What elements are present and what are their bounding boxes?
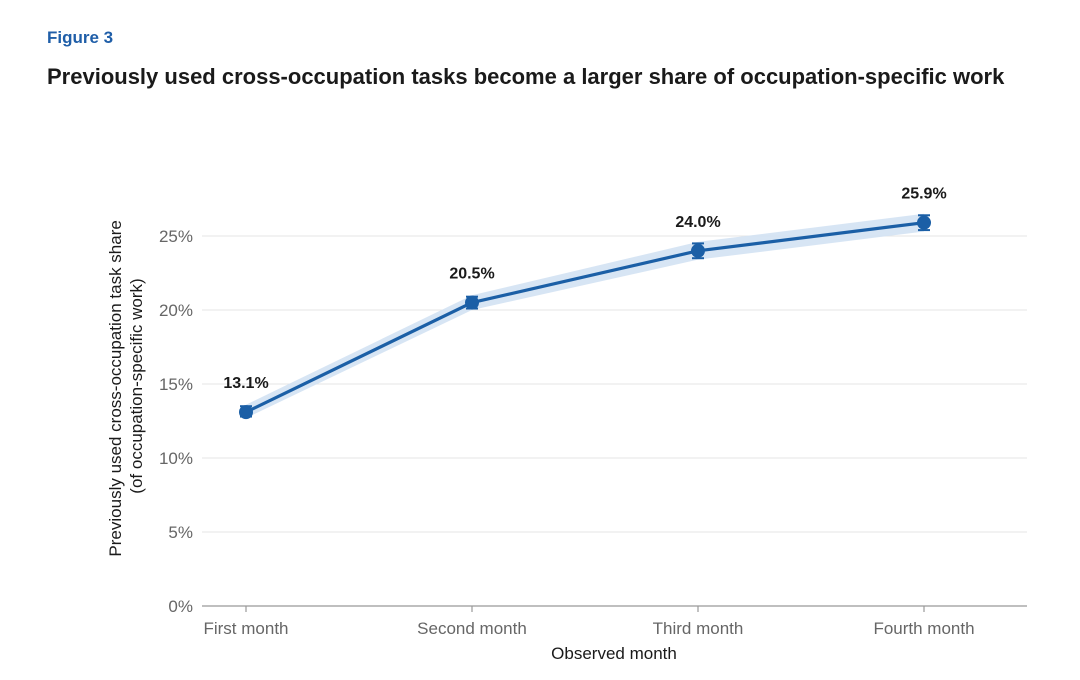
- gridlines: [202, 235, 1027, 533]
- y-tick-label: 0%: [168, 597, 193, 616]
- y-axis-title: Previously used cross-occupation task sh…: [106, 215, 146, 556]
- data-point: [691, 243, 705, 258]
- data-label: 13.1%: [223, 375, 268, 392]
- series-line-layer: [245, 221, 925, 414]
- x-tick-label: Fourth month: [873, 619, 974, 638]
- axes: 0% 5% 10% 15% 20% 25% First month Second month T…: [159, 227, 1027, 638]
- data-labels: 13.1% 20.5% 24.0% 25.9%: [223, 186, 946, 392]
- data-points: [239, 214, 931, 420]
- x-tick-label: Third month: [653, 619, 744, 638]
- y-tick-label: 20%: [159, 301, 193, 320]
- data-point: [239, 405, 253, 420]
- data-point: [917, 215, 931, 230]
- confidence-band: [246, 213, 924, 419]
- data-label: 24.0%: [675, 214, 720, 231]
- data-label: 20.5%: [449, 266, 494, 283]
- data-label: 25.9%: [901, 186, 946, 203]
- figure-title: Previously used cross-occupation tasks b…: [47, 64, 1005, 89]
- confidence-band-layer: [246, 213, 924, 419]
- y-tick-label: 15%: [159, 375, 193, 394]
- y-tick-label: 25%: [159, 227, 193, 246]
- y-tick-label: 10%: [159, 449, 193, 468]
- figure-label: Figure 3: [47, 28, 114, 47]
- y-axis-title-line-1: Previously used cross-occupation task sh…: [106, 220, 125, 556]
- x-tick-label: First month: [203, 619, 288, 638]
- y-axis-title-line-2: (of occupation-specific work): [127, 278, 146, 493]
- x-tick-label: Second month: [417, 619, 527, 638]
- series-line: [245, 221, 925, 414]
- x-axis-title: Observed month: [551, 644, 677, 663]
- data-point: [465, 295, 479, 310]
- y-tick-label: 5%: [168, 523, 193, 542]
